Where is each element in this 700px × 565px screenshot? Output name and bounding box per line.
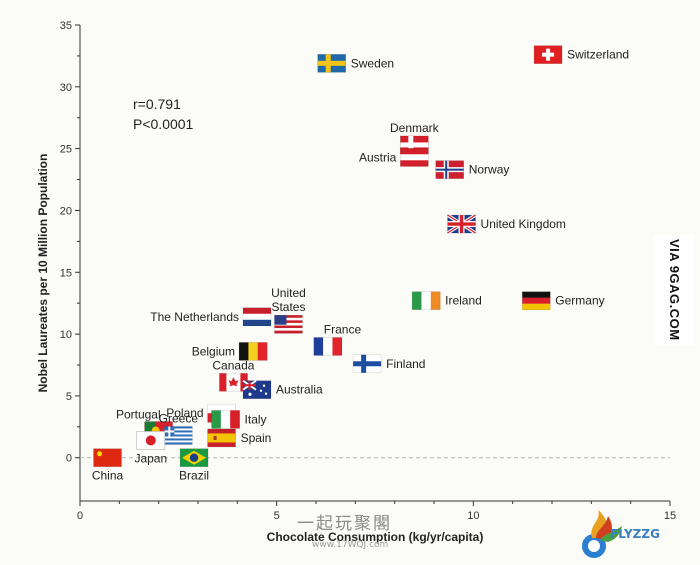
point-label-portugal: Portugal bbox=[116, 408, 161, 422]
y-tick-label: 25 bbox=[60, 144, 72, 156]
point-label-switzerland: Switzerland bbox=[567, 48, 629, 62]
point-label-canada: Canada bbox=[212, 358, 254, 372]
y-tick-label: 35 bbox=[60, 20, 72, 32]
flag-point-norway bbox=[435, 160, 465, 179]
point-label-spain: Spain bbox=[241, 431, 272, 445]
point-label-united-states: States bbox=[271, 300, 305, 314]
flag-point-ireland bbox=[411, 291, 441, 311]
flag-point-finland bbox=[352, 354, 382, 374]
point-label-norway: Norway bbox=[469, 163, 510, 177]
point-label-united-states: United bbox=[271, 286, 306, 300]
flag-point-belgium bbox=[238, 342, 268, 361]
stats-annotation: r=0.791 bbox=[133, 96, 181, 112]
watermark-logo-text: FLYZZG bbox=[610, 527, 660, 541]
stats-annotation: P<0.0001 bbox=[133, 116, 194, 132]
point-label-united-kingdom: United Kingdom bbox=[481, 217, 566, 231]
point-label-denmark: Denmark bbox=[390, 121, 440, 135]
x-tick-label: 0 bbox=[77, 510, 83, 522]
flag-point-the-netherlands bbox=[242, 307, 272, 327]
point-label-china: China bbox=[92, 469, 124, 483]
point-label-ireland: Ireland bbox=[445, 294, 482, 308]
flag-point-france bbox=[313, 337, 343, 356]
flag-point-brazil bbox=[179, 448, 209, 468]
x-tick-label: 15 bbox=[664, 510, 676, 522]
point-label-italy: Italy bbox=[245, 412, 267, 426]
watermark-side-tag: VIA 9GAG.COM bbox=[654, 235, 694, 345]
point-label-germany: Germany bbox=[555, 294, 604, 308]
y-tick-label: 0 bbox=[66, 453, 72, 465]
flag-point-australia bbox=[242, 379, 272, 400]
point-label-belgium: Belgium bbox=[192, 344, 235, 358]
y-tick-label: 5 bbox=[66, 391, 72, 403]
point-label-sweden: Sweden bbox=[351, 56, 394, 70]
point-label-greece: Greece bbox=[159, 411, 199, 425]
x-tick-label: 5 bbox=[274, 510, 280, 522]
y-tick-label: 20 bbox=[60, 205, 72, 217]
point-label-the-netherlands: The Netherlands bbox=[150, 310, 239, 324]
flag-point-sweden bbox=[317, 54, 347, 73]
flag-point-greece bbox=[164, 426, 193, 445]
flag-point-united-kingdom bbox=[446, 213, 477, 235]
y-tick-label: 15 bbox=[60, 267, 72, 279]
flag-point-spain bbox=[207, 428, 236, 448]
flag-point-italy bbox=[211, 410, 240, 429]
point-label-france: France bbox=[324, 322, 362, 336]
flag-point-germany bbox=[521, 291, 551, 311]
point-label-australia: Australia bbox=[276, 383, 323, 397]
y-tick-label: 10 bbox=[60, 329, 72, 341]
x-tick-label: 10 bbox=[467, 510, 479, 522]
flag-point-switzerland bbox=[533, 45, 563, 64]
flag-point-united-states bbox=[274, 314, 303, 334]
flag-point-austria bbox=[400, 147, 429, 167]
point-label-austria: Austria bbox=[359, 150, 397, 164]
x-axis-label: Chocolate Consumption (kg/yr/capita) bbox=[267, 530, 484, 544]
y-tick-label: 30 bbox=[60, 82, 72, 94]
flag-point-japan bbox=[136, 431, 166, 450]
watermark-bottom-url: www.17WQJ.com bbox=[312, 540, 389, 550]
flag-point-china bbox=[93, 448, 122, 468]
watermark-bottom-chars: 一起玩聚閣 bbox=[297, 514, 392, 534]
y-axis-label: Nobel Laureates per 10 Million Populatio… bbox=[36, 154, 50, 393]
point-label-finland: Finland bbox=[386, 357, 425, 371]
point-label-brazil: Brazil bbox=[179, 469, 209, 483]
point-label-poland: Poland bbox=[166, 406, 203, 420]
flame-logo-icon bbox=[582, 510, 622, 558]
point-label-japan: Japan bbox=[134, 451, 167, 465]
